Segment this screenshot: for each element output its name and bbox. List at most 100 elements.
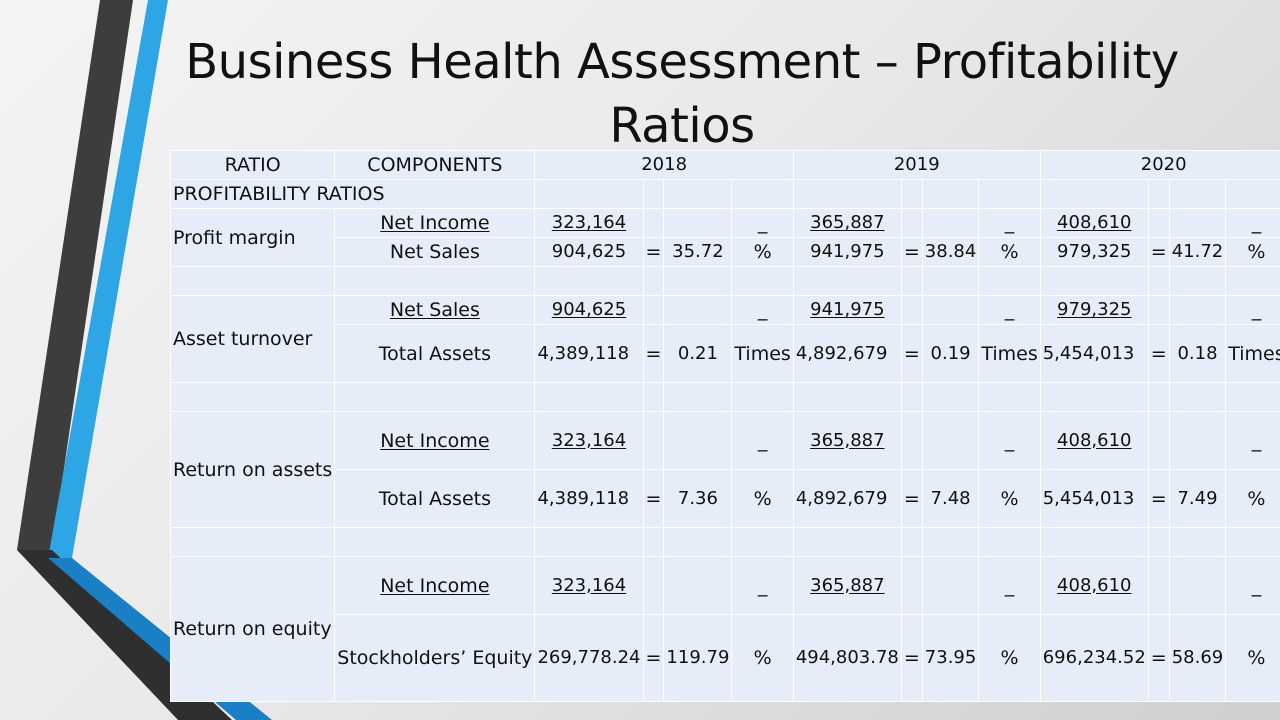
empty-cell — [1168, 295, 1227, 325]
empty-cell — [663, 266, 733, 296]
ratio-value: 119.79 — [663, 614, 733, 702]
equals-sign: = — [642, 614, 665, 702]
empty-cell — [169, 527, 336, 557]
fraction-dash: _ — [978, 411, 1041, 470]
numerator-value-text: 408,610 — [1057, 429, 1132, 451]
numerator-value-text: 365,887 — [810, 212, 885, 233]
empty-cell — [642, 266, 665, 296]
denominator-value: 494,803.78 — [792, 614, 902, 702]
ratio-value: 7.36 — [663, 469, 733, 528]
numerator-label: Net Income — [334, 208, 536, 238]
denominator-label: Stockholders’ Equity — [334, 614, 536, 702]
denominator-value: 4,892,679 — [792, 469, 902, 528]
empty-cell — [334, 527, 536, 557]
numerator-label-text: Net Income — [380, 574, 490, 597]
empty-cell — [1147, 527, 1170, 557]
empty-cell — [1147, 208, 1170, 238]
header-row: RATIO COMPONENTS 2018 2019 2020 — [169, 150, 1280, 180]
empty-cell — [663, 556, 733, 615]
dark-stripe-upper — [17, 0, 133, 550]
ratio-value: 0.18 — [1168, 324, 1227, 383]
spacer-row — [169, 266, 1280, 296]
denominator-value: 4,892,679 — [792, 324, 902, 383]
ratio-unit: Times — [1225, 324, 1280, 383]
empty-cell — [792, 527, 902, 557]
empty-cell — [1147, 295, 1170, 325]
empty-cell — [1168, 179, 1227, 209]
ratio-unit: % — [1225, 469, 1280, 528]
empty-cell — [731, 179, 794, 209]
ratio-unit: % — [978, 237, 1041, 267]
ratio-label: Asset turnover — [169, 295, 336, 383]
numerator-value: 365,887 — [792, 556, 902, 615]
numerator-value-text: 941,975 — [810, 299, 885, 320]
numerator-label-text: Net Income — [380, 429, 490, 452]
empty-cell — [642, 208, 665, 238]
ratio-value: 58.69 — [1168, 614, 1227, 702]
empty-cell — [663, 208, 733, 238]
empty-cell — [1225, 179, 1280, 209]
empty-cell — [921, 556, 980, 615]
numerator-value: 408,610 — [1039, 556, 1149, 615]
numerator-value-text: 365,887 — [810, 574, 885, 596]
numerator-label: Net Income — [334, 411, 536, 470]
empty-cell — [900, 208, 923, 238]
numerator-value: 323,164 — [534, 208, 644, 238]
empty-cell — [1147, 179, 1170, 209]
numerator-value-text: 323,164 — [551, 429, 627, 451]
equals-sign: = — [642, 237, 665, 267]
section-row: PROFITABILITY RATIOS — [169, 179, 1280, 209]
empty-cell — [1168, 266, 1227, 296]
ratio-denominator-row: Stockholders’ Equity 269,778.24 = 119.79% 49… — [171, 614, 1280, 702]
profitability-ratios-table: RATIO COMPONENTS 2018 2019 2020 PROFITABILITY… — [169, 150, 1280, 702]
ratio-numerator-row: Return on assets Net Income 323,164 _ 365,88… — [169, 411, 1280, 528]
fraction-dash: _ — [731, 411, 794, 470]
numerator-value-text: 979,325 — [1057, 299, 1132, 320]
empty-cell — [921, 208, 980, 238]
empty-cell — [1168, 556, 1227, 615]
ratio-unit: % — [1225, 237, 1280, 267]
ratio-unit: % — [731, 614, 794, 702]
empty-cell — [663, 179, 733, 209]
denominator-label: Total Assets — [334, 469, 536, 528]
denominator-value: 696,234.52 — [1039, 614, 1149, 702]
fraction-dash: _ — [1225, 295, 1280, 325]
ratio-numerator-row: Return on equity Net Income 323,164 _ 365,88… — [169, 556, 1280, 702]
empty-cell — [642, 556, 665, 615]
ratio-denominator-row: Net Sales 904,625 = 35.72% 941,975 = 38.84% 979… — [171, 237, 1280, 267]
blue-stripe-upper — [48, 0, 168, 558]
empty-cell — [642, 411, 665, 470]
empty-cell — [921, 295, 980, 325]
empty-cell — [792, 382, 902, 412]
empty-cell — [978, 527, 1041, 557]
empty-cell — [642, 527, 665, 557]
equals-sign: = — [1147, 324, 1170, 383]
equals-sign: = — [642, 324, 665, 383]
numerator-value: 365,887 — [792, 208, 902, 238]
ratio-denominator-row: Total Assets 4,389,118 = 7.36% 4,892,679 = 7.4… — [171, 469, 1280, 528]
numerator-value-text: 365,887 — [810, 429, 885, 451]
empty-cell — [663, 527, 733, 557]
ratio-numerator-row: Profit margin Net Income 323,164 _ 365,887 _ 4… — [169, 208, 1280, 267]
ratio-unit: % — [978, 614, 1041, 702]
equals-sign: = — [642, 469, 665, 528]
denominator-value: 941,975 — [792, 237, 902, 267]
numerator-value: 323,164 — [534, 556, 644, 615]
empty-cell — [642, 295, 665, 325]
empty-cell — [900, 295, 923, 325]
ratio-label: Return on equity — [169, 556, 336, 702]
numerator-value: 979,325 — [1039, 295, 1149, 325]
numerator-value-text: 904,625 — [551, 299, 627, 320]
equals-sign: = — [900, 614, 923, 702]
empty-cell — [1039, 266, 1149, 296]
empty-cell — [534, 527, 644, 557]
empty-cell — [900, 266, 923, 296]
equals-sign: = — [900, 469, 923, 528]
denominator-value: 904,625 — [534, 237, 644, 267]
empty-cell — [1168, 382, 1227, 412]
empty-cell — [1225, 266, 1280, 296]
denominator-value: 5,454,013 — [1039, 469, 1149, 528]
equals-sign: = — [900, 237, 923, 267]
empty-cell — [534, 266, 644, 296]
empty-cell — [1168, 411, 1227, 470]
